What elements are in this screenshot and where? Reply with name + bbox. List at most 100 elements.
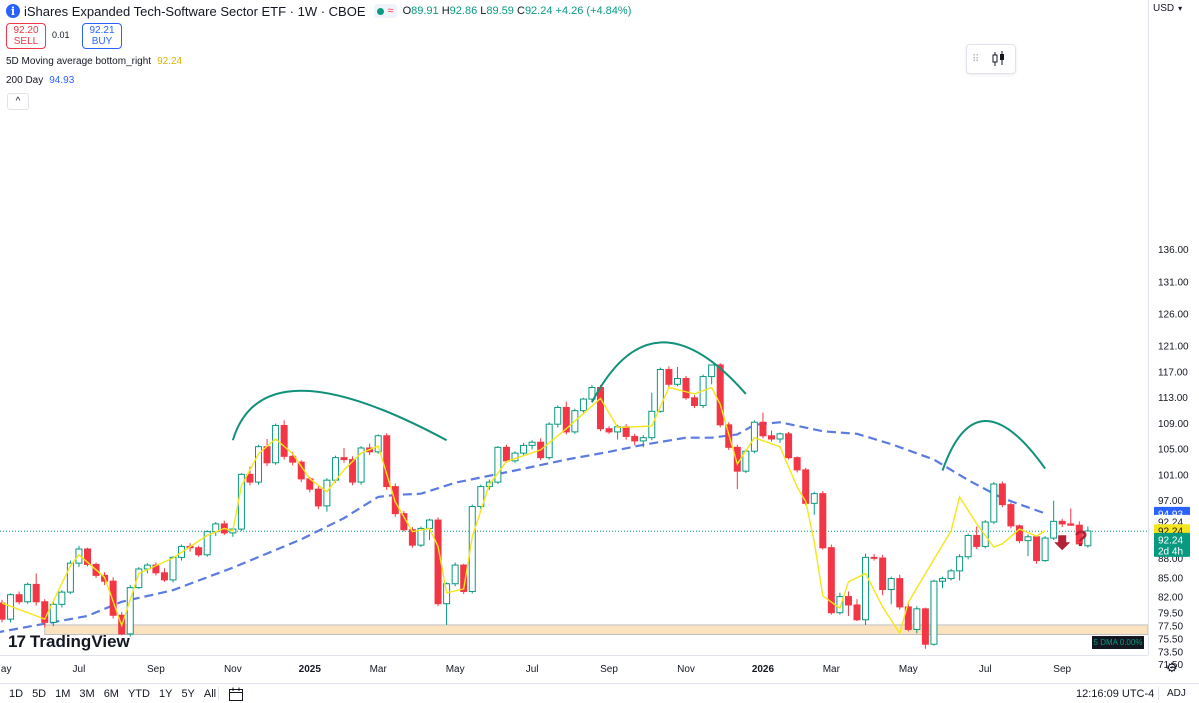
candle-body: [1075, 524, 1083, 545]
candle-body: [323, 479, 331, 507]
candle: [314, 485, 322, 510]
candlestick-icon[interactable]: [990, 50, 1008, 68]
candle: [716, 363, 724, 428]
price-tick-label: 126.00: [1158, 310, 1189, 321]
range-1y[interactable]: 1Y: [158, 688, 173, 700]
candle-body: [477, 486, 485, 508]
candle: [939, 576, 946, 589]
candle: [255, 444, 262, 485]
tradingview-wordmark: TradingView: [29, 632, 130, 651]
range-6m[interactable]: 6M: [103, 688, 119, 700]
candle: [759, 412, 767, 439]
candle-body: [203, 531, 211, 556]
candle-body: [810, 493, 818, 504]
candle: [477, 484, 485, 510]
candle-body: [750, 421, 758, 452]
candle: [263, 438, 271, 467]
settings-gear-icon[interactable]: ⚙: [1166, 660, 1178, 675]
currency-label: USD: [1153, 3, 1175, 14]
candle-body: [990, 483, 998, 523]
candle-body: [656, 368, 664, 412]
candle-body: [682, 377, 690, 399]
clock-timezone[interactable]: 12:16:09 UTC-4: [1076, 688, 1155, 700]
currency-selector[interactable]: USD ▾: [1153, 3, 1182, 14]
calendar-icon[interactable]: [228, 687, 244, 701]
collapse-legend-button[interactable]: ^: [7, 93, 29, 110]
candle-body: [887, 578, 895, 591]
range-1m[interactable]: 1M: [55, 688, 71, 700]
range-1d[interactable]: 1D: [9, 688, 24, 700]
candle-body: [691, 397, 699, 407]
support-zone: [44, 624, 1149, 635]
sell-button[interactable]: 92.20 SELL: [6, 23, 46, 49]
indicator-ma200-name: 200 Day: [6, 75, 44, 86]
buy-button[interactable]: 92.21 BUY: [82, 23, 122, 49]
range-5y[interactable]: 5Y: [181, 688, 195, 700]
price-label: 92.24: [1158, 535, 1183, 546]
candle-body: [255, 446, 262, 483]
candle-body: [426, 519, 433, 529]
range-ytd[interactable]: YTD: [127, 688, 150, 700]
candle: [494, 446, 502, 485]
candle-body: [272, 424, 280, 464]
info-icon[interactable]: i: [6, 4, 20, 18]
candle: [195, 545, 203, 557]
indicator-ma5-name: 5D Moving average bottom_right: [6, 56, 152, 67]
range-all[interactable]: All: [203, 688, 217, 700]
range-5d[interactable]: 5D: [32, 688, 47, 700]
time-tick-label: 2026: [752, 664, 775, 675]
candle: [913, 606, 921, 634]
down-arrow-icon: [1054, 535, 1071, 551]
floating-toolbar[interactable]: ⠿: [966, 44, 1016, 74]
candle: [605, 426, 613, 434]
market-status-badge[interactable]: ≈: [373, 4, 397, 18]
open-key: O: [402, 5, 412, 17]
candle: [1084, 526, 1092, 548]
candle-body: [947, 570, 955, 580]
candle: [990, 482, 998, 524]
candle-body: [956, 556, 964, 572]
candle-body: [844, 596, 852, 606]
drag-handle-icon[interactable]: ⠿: [972, 53, 980, 65]
candle-body: [357, 447, 365, 483]
candle-body: [340, 457, 348, 461]
buy-price: 92.21: [89, 25, 115, 36]
indicator-ma200-legend[interactable]: 200 Day 94.93: [6, 75, 74, 86]
candle: [528, 440, 536, 450]
tradingview-mark-icon: 17: [8, 632, 26, 651]
candle-body: [32, 583, 40, 603]
candle: [160, 568, 168, 582]
ma5-line: [1, 386, 1046, 635]
candle-body: [853, 604, 861, 621]
close-key: C: [516, 5, 525, 17]
candle: [135, 567, 143, 589]
candle-body: [973, 534, 981, 547]
candle: [15, 591, 23, 605]
tradingview-logo[interactable]: 17 TradingView: [8, 632, 130, 652]
candle-body: [768, 435, 775, 440]
candle-body: [904, 606, 912, 630]
candle-body: [468, 506, 476, 592]
candle: [374, 434, 382, 454]
high-value: 92.86: [449, 5, 478, 17]
price-label-countdown: 2d 4h: [1158, 546, 1183, 557]
candle-body: [434, 519, 442, 605]
candle: [24, 582, 32, 604]
candle: [819, 491, 827, 550]
change-value: +4.26 (+4.84%): [555, 5, 632, 17]
range-3m[interactable]: 3M: [79, 688, 95, 700]
time-tick-label: Sep: [1053, 664, 1071, 675]
price-tick-label: 73.50: [1158, 647, 1183, 658]
price-tick-label: 85.00: [1158, 573, 1183, 584]
candle: [639, 435, 647, 448]
time-tick-label: Nov: [224, 664, 242, 675]
indicator-ma5-legend[interactable]: 5D Moving average bottom_right 92.24: [6, 56, 182, 67]
candle-body: [195, 547, 203, 556]
candle-body: [605, 428, 613, 433]
adjust-toggle[interactable]: ADJ: [1167, 688, 1186, 699]
price-tick-label: 109.00: [1158, 419, 1189, 430]
candle: [1058, 518, 1066, 528]
candle-body: [1015, 525, 1023, 542]
symbol-title[interactable]: iShares Expanded Tech-Software Sector ET…: [24, 3, 366, 19]
